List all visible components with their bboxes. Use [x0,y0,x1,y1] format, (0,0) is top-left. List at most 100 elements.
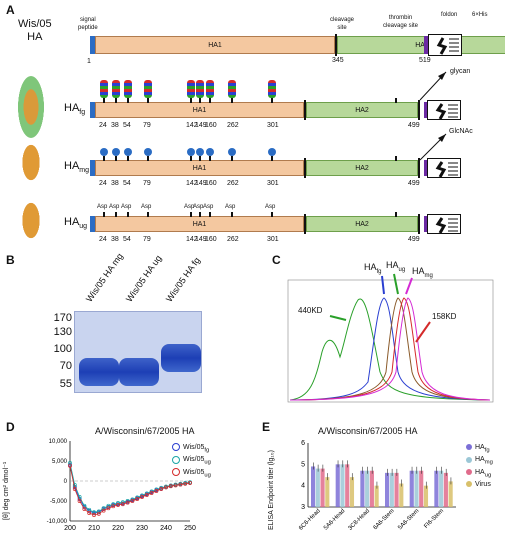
asp-label: Asp [203,204,214,210]
elisa-bar [394,472,399,507]
elisa-bar [448,481,453,507]
signal-peptide-segment [90,102,95,118]
site-number: 160 [205,236,217,243]
asp-label: Asp [141,204,152,210]
ug-structure-image [20,198,42,243]
y-tick-label: 6 [301,440,305,447]
ha1-segment: HA1 [95,36,335,54]
category-label: 3C8-Head [347,508,371,532]
glcnac-label: GlcNAc [449,128,473,135]
glycosite-marker [231,212,233,217]
ha1-label: HA1 [192,221,207,228]
cd-data-point [168,484,173,489]
cd-data-point [111,504,116,509]
full-glycan-icon [196,80,204,98]
mono-glycan-icon [144,148,152,156]
asp-label: Asp [184,204,195,210]
thrombin-site-segment [424,36,428,54]
y-tick-label: -5,000 [50,499,68,505]
signal-peptide-segment [90,36,95,54]
asp-label: Asp [97,204,108,210]
cleavage-marker [304,100,306,120]
glycosite-marker [147,212,149,217]
cd-data-point [82,507,87,511]
glycosite-marker [199,98,201,103]
glycosite-marker [271,156,273,161]
category-label: 5A6-Head [323,508,346,531]
glycosite-marker [209,98,211,103]
elisa-bar [434,470,439,507]
elisa-bar [315,468,320,507]
glycosite-marker [103,156,105,161]
glycosite-marker [103,212,105,217]
cd-data-point [72,483,77,487]
site-number: 79 [143,180,151,187]
cd-data-point [164,485,168,490]
panel-d-ylabel: [θ] deg cm² dmol⁻¹ [3,461,10,520]
panel-c-label: C [272,253,281,267]
site-number: 24 [99,122,107,129]
site-number: 160 [205,180,217,187]
cd-data-point [173,483,178,488]
ha2-glycosite-marker [395,156,397,161]
glycan-label: glycan [450,68,471,75]
cd-data-point [101,508,106,513]
mono-glycan-icon [112,148,120,156]
strain-label: Wis/05 HA [18,18,52,43]
asp-label: Asp [121,204,132,210]
site-number: 54 [123,122,131,129]
glycosite-marker [147,156,149,161]
legend-item-1: Wis/05ug [172,455,211,467]
sec-trace-green [289,298,491,401]
x-tick-label: 210 [88,525,100,532]
gel-lane-labels: Wis/05 HA mg Wis/05 HA ug Wis/05 HA fg [84,248,202,306]
site-number: 301 [267,180,279,187]
glycosite-marker [209,156,211,161]
cd-data-point [140,495,144,499]
full-glycan-icon [228,80,236,98]
signal-peptide-segment [90,160,95,176]
marker-170: 170 [53,312,72,324]
y-tick-label: 4 [301,483,305,490]
cd-data-point [125,500,130,505]
glycosite-marker [115,156,117,161]
sec-trace-brown [289,297,491,401]
site-number: 79 [143,236,151,243]
sds-page-gel [74,311,202,393]
full-glycan-icon [124,80,132,98]
cd-data-point [101,506,106,511]
cd-data-point [106,506,111,511]
x-tick-label: 220 [112,525,124,532]
cd-data-point [96,511,101,516]
legend-item-2: Wis/05ug [172,467,211,480]
panel-b-label: B [6,253,15,267]
panel-e-label: E [262,420,271,434]
glycosite-marker [147,98,149,103]
elisa-bar [365,470,370,507]
elisa-bar [325,477,330,507]
marker-70: 70 [59,360,72,372]
construct-row-mg: HAmg HA1 HA2 499 24 38 54 79 142 149 160 262 301 [60,148,500,190]
elisa-bar [439,470,444,507]
ha2-segment: HA2 [306,216,418,232]
elisa-bar [419,470,424,507]
thrombin-site-segment [424,160,427,176]
legend-item-1: HAmg [466,455,493,467]
elisa-bar [443,472,448,507]
elisa-bar [374,485,379,507]
foldon-his-box [427,158,461,178]
ha2-segment: HA2 [306,160,418,176]
full-glycan-icon [100,80,108,98]
y-tick-label: 3 [301,504,305,511]
elisa-bar [340,464,345,507]
site-number: 142 [186,122,198,129]
end-marker [418,100,420,120]
glycosite-marker [271,98,273,103]
x-tick-label: 240 [160,525,172,532]
construct-row-ug: HAug HA1 HA2 499 24 Asp 38 Asp 54 Asp 79 Asp 142… [60,204,500,246]
band-ug [119,358,159,386]
ha2-glycosite-marker [395,98,397,103]
site-number: 301 [267,122,279,129]
